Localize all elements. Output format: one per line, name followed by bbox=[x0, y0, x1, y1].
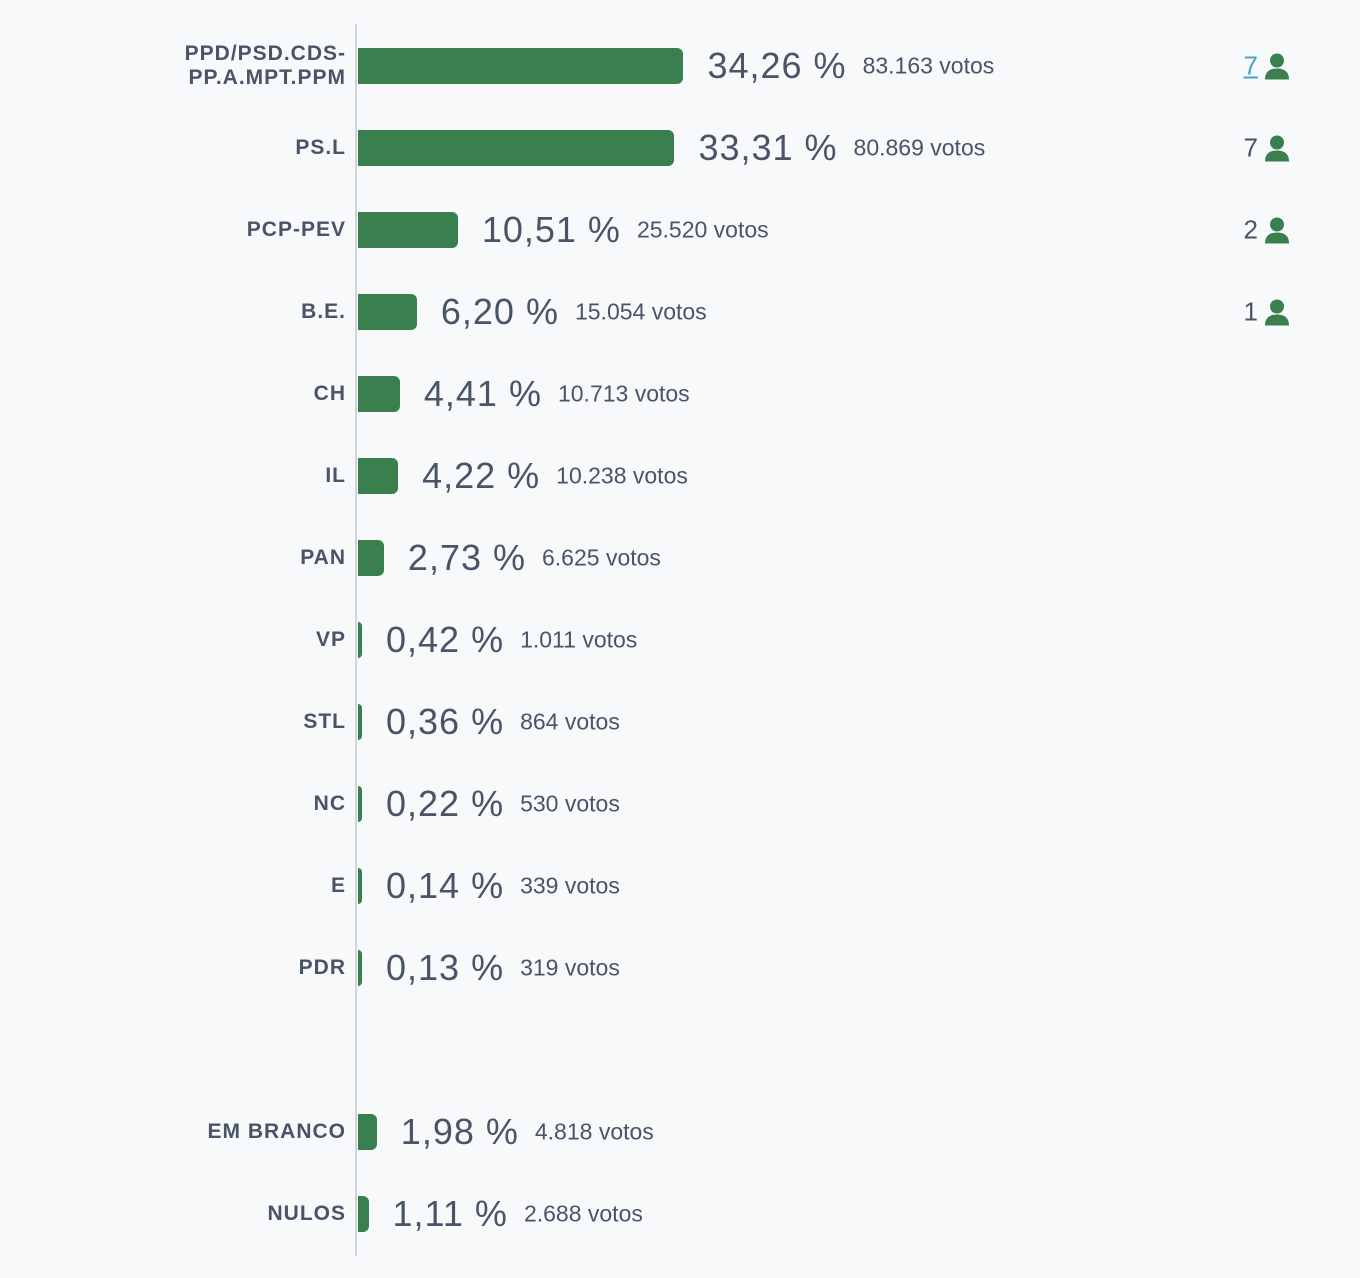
party-label: PPD/PSD.CDS- PP.A.MPT.PPM bbox=[184, 42, 346, 89]
votes-label: 10.713 votos bbox=[557, 380, 690, 407]
votes-label: 10.238 votos bbox=[556, 462, 688, 489]
party-bar bbox=[358, 1196, 369, 1232]
party-bar bbox=[358, 294, 417, 330]
person-icon bbox=[1264, 216, 1290, 244]
party-row: NULOS 1,11 % 2.688 votos bbox=[0, 1193, 1360, 1234]
party-bar bbox=[358, 48, 684, 84]
party-label: NC bbox=[313, 792, 346, 815]
party-row: NC 0,22 % 530 votos bbox=[0, 783, 1360, 824]
percent-label: 0,42 % bbox=[386, 619, 505, 660]
party-row: PS.L 33,31 % 80.869 votos 7 bbox=[0, 127, 1360, 168]
percent-label: 2,73 % bbox=[407, 537, 526, 578]
percent-label: 0,36 % bbox=[386, 701, 505, 742]
votes-label: 25.520 votos bbox=[636, 216, 769, 243]
seats-indicator: 2 bbox=[1240, 215, 1290, 246]
votes-label: 4.818 votos bbox=[534, 1118, 654, 1145]
seats-indicator: 1 bbox=[1240, 297, 1290, 328]
party-row: STL 0,36 % 864 votos bbox=[0, 701, 1360, 742]
party-row: PPD/PSD.CDS- PP.A.MPT.PPM 34,26 % 83.163 vo… bbox=[0, 42, 1360, 89]
party-bar bbox=[358, 950, 362, 986]
votes-label: 2.688 votos bbox=[523, 1200, 643, 1227]
party-label: VP bbox=[315, 628, 346, 651]
percent-label: 1,98 % bbox=[400, 1111, 519, 1152]
percent-label: 0,14 % bbox=[386, 865, 505, 906]
party-bar bbox=[358, 130, 675, 166]
party-label: E bbox=[330, 874, 346, 897]
seats-count: 1 bbox=[1243, 296, 1258, 327]
party-bar bbox=[358, 704, 362, 740]
party-bar bbox=[358, 786, 362, 822]
person-icon bbox=[1264, 298, 1290, 326]
party-bar bbox=[358, 622, 362, 658]
percent-label: 6,20 % bbox=[440, 291, 559, 332]
party-row: PDR 0,13 % 319 votos bbox=[0, 947, 1360, 988]
party-label: PCP-PEV bbox=[246, 218, 346, 241]
votes-label: 530 votos bbox=[520, 790, 620, 817]
party-bar bbox=[358, 1114, 377, 1150]
party-label: NULOS bbox=[267, 1202, 346, 1225]
party-bar bbox=[358, 376, 400, 412]
person-icon bbox=[1264, 52, 1290, 80]
seats-count: 7 bbox=[1243, 132, 1258, 163]
axis-line bbox=[355, 24, 357, 1256]
votes-label: 339 votos bbox=[520, 872, 620, 899]
percent-label: 1,11 % bbox=[392, 1193, 508, 1234]
percent-label: 0,13 % bbox=[386, 947, 505, 988]
party-label: EM BRANCO bbox=[207, 1120, 346, 1143]
votes-label: 15.054 votos bbox=[574, 298, 707, 325]
party-row: PAN 2,73 % 6.625 votos bbox=[0, 537, 1360, 578]
party-label: STL bbox=[303, 710, 346, 733]
party-row: VP 0,42 % 1.011 votos bbox=[0, 619, 1360, 660]
party-row: IL 4,22 % 10.238 votos bbox=[0, 455, 1360, 496]
percent-label: 0,22 % bbox=[386, 783, 505, 824]
votes-label: 6.625 votos bbox=[542, 544, 661, 571]
percent-label: 4,41 % bbox=[423, 373, 542, 414]
percent-label: 4,22 % bbox=[422, 455, 541, 496]
party-label: PAN bbox=[300, 546, 346, 569]
percent-label: 10,51 % bbox=[481, 209, 621, 250]
party-bar bbox=[358, 458, 399, 494]
party-bar bbox=[358, 868, 362, 904]
party-bar bbox=[358, 540, 384, 576]
party-label: PDR bbox=[298, 956, 346, 979]
party-row: PCP-PEV 10,51 % 25.520 votos 2 bbox=[0, 209, 1360, 250]
party-label: B.E. bbox=[301, 300, 346, 323]
votes-label: 1.011 votos bbox=[520, 626, 638, 653]
party-row: CH 4,41 % 10.713 votos bbox=[0, 373, 1360, 414]
percent-label: 34,26 % bbox=[707, 45, 847, 86]
party-label: IL bbox=[325, 464, 346, 487]
party-label: CH bbox=[313, 382, 346, 405]
party-bar bbox=[358, 212, 458, 248]
party-row: EM BRANCO 1,98 % 4.818 votos bbox=[0, 1111, 1360, 1152]
votes-label: 83.163 votos bbox=[862, 52, 995, 79]
seats-indicator[interactable]: 7 bbox=[1240, 51, 1290, 82]
person-icon bbox=[1264, 134, 1290, 162]
votes-label: 80.869 votos bbox=[853, 134, 986, 161]
percent-label: 33,31 % bbox=[698, 127, 838, 168]
seats-indicator: 7 bbox=[1240, 133, 1290, 164]
party-row: E 0,14 % 339 votos bbox=[0, 865, 1360, 906]
seats-count[interactable]: 7 bbox=[1243, 50, 1258, 81]
votes-label: 864 votos bbox=[520, 708, 620, 735]
votes-label: 319 votos bbox=[520, 954, 620, 981]
party-label: PS.L bbox=[295, 136, 346, 159]
seats-count: 2 bbox=[1243, 214, 1258, 245]
party-row: B.E. 6,20 % 15.054 votos 1 bbox=[0, 291, 1360, 332]
